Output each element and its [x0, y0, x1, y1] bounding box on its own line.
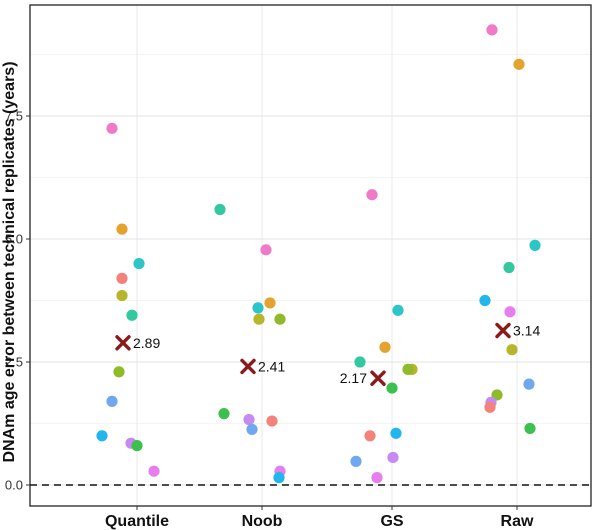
data-point: [131, 440, 143, 452]
y-tick-label: 2.5: [5, 355, 23, 370]
plot-panel-border: [29, 4, 592, 507]
x-category-label: Noob: [242, 513, 283, 530]
data-point: [504, 306, 516, 318]
mean-label: 3.14: [513, 323, 540, 339]
mean-marker: [370, 370, 386, 386]
data-point: [266, 415, 278, 427]
mean-marker: [240, 358, 256, 375]
data-points: [96, 24, 541, 484]
data-point: [218, 408, 230, 420]
mean-marker-stroke: [495, 322, 511, 339]
data-point: [96, 430, 108, 442]
mean-marker-stroke: [240, 358, 256, 375]
data-point: [253, 313, 265, 325]
mean-label: 2.17: [340, 370, 367, 386]
data-point: [264, 297, 276, 309]
data-point: [402, 363, 414, 375]
y-axis-title: DNAm age error between technical replica…: [1, 61, 18, 462]
mean-marker-stroke: [115, 335, 131, 351]
data-point: [390, 427, 402, 439]
data-point: [260, 244, 272, 256]
data-point: [379, 341, 391, 353]
data-point: [273, 472, 285, 484]
data-point: [479, 294, 491, 307]
data-point: [506, 344, 518, 356]
data-point: [523, 378, 535, 390]
data-point: [252, 302, 264, 314]
x-category-label: Raw: [501, 513, 534, 530]
data-point: [243, 413, 255, 426]
mean-label: 2.41: [258, 358, 285, 374]
data-point: [274, 313, 286, 325]
x-category-label: GS: [380, 513, 403, 530]
mean-marker: [495, 322, 511, 339]
data-point: [503, 261, 515, 274]
grid-lines: [30, 5, 591, 506]
axes: 0.0 2.5 5.0 7.5 Quantile Noob GS Raw: [5, 4, 592, 530]
mean-label: 2.89: [133, 335, 160, 351]
data-point: [126, 309, 138, 321]
data-point: [116, 289, 128, 302]
mean-marker: [115, 335, 131, 351]
data-point: [116, 272, 128, 284]
data-point: [364, 430, 376, 442]
data-point: [148, 465, 160, 477]
y-tick-label: 5.0: [5, 232, 23, 247]
data-point: [387, 451, 399, 464]
data-point: [529, 239, 541, 251]
data-point: [106, 122, 118, 134]
data-point: [106, 395, 118, 407]
y-tick-label: 7.5: [5, 109, 23, 124]
mean-marker-stroke: [370, 370, 386, 386]
data-point: [113, 366, 125, 378]
data-point: [133, 258, 145, 270]
y-tick-label: 0.0: [5, 478, 23, 493]
data-point: [486, 24, 498, 36]
data-point: [524, 422, 536, 435]
data-point: [392, 304, 404, 316]
data-point: [246, 423, 258, 436]
data-point: [366, 189, 378, 201]
data-point: [350, 455, 362, 467]
data-point: [513, 58, 525, 70]
data-point: [371, 472, 383, 484]
data-point: [484, 401, 496, 413]
data-point: [354, 356, 366, 368]
data-point: [116, 223, 128, 235]
mean-markers: 2.89 2.41 2.17 3.14: [115, 322, 540, 386]
x-category-label: Quantile: [105, 513, 169, 530]
data-point: [386, 382, 398, 394]
data-point: [214, 203, 226, 216]
